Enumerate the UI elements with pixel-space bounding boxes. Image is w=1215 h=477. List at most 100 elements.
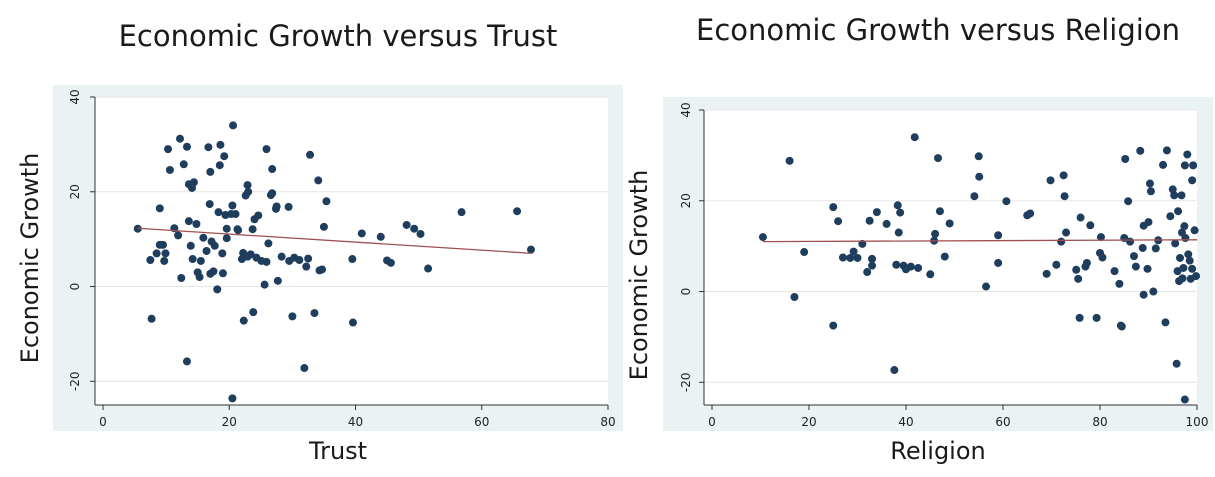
trust-data-point xyxy=(457,208,466,217)
trust-data-point xyxy=(410,224,419,233)
religion-data-point xyxy=(800,248,809,257)
religion-data-point xyxy=(970,192,979,201)
trust-data-point xyxy=(244,187,253,196)
religion-data-point xyxy=(1143,264,1152,273)
religion-data-point xyxy=(994,231,1003,240)
trust-data-point xyxy=(177,274,186,283)
trust-data-point xyxy=(218,249,227,258)
trust-data-point xyxy=(318,265,327,274)
religion-x-tick-label: 100 xyxy=(1186,415,1209,429)
religion-data-point xyxy=(1060,192,1069,201)
trust-data-point xyxy=(176,134,185,143)
religion-data-point xyxy=(829,203,838,212)
religion-data-point xyxy=(892,260,901,269)
religion-data-point xyxy=(1086,221,1095,230)
trust-data-point xyxy=(272,202,281,211)
trust-y-tick-label: 20 xyxy=(68,184,82,199)
religion-data-point xyxy=(945,219,954,228)
religion-data-point xyxy=(1126,237,1135,246)
religion-data-point xyxy=(926,270,935,279)
trust-x-tick-label: 80 xyxy=(600,415,615,429)
religion-data-point xyxy=(1121,155,1130,164)
religion-data-point xyxy=(1188,264,1197,273)
trust-data-point xyxy=(306,150,315,159)
trust-data-point xyxy=(300,364,309,373)
trust-data-point xyxy=(215,161,224,170)
religion-data-point xyxy=(935,207,944,216)
religion-data-point xyxy=(1159,160,1168,169)
religion-data-point xyxy=(1151,244,1160,253)
trust-data-point xyxy=(188,255,197,264)
religion-data-point xyxy=(834,217,843,226)
trust-data-point xyxy=(213,285,222,294)
religion-data-point xyxy=(1190,226,1199,235)
trust-data-point xyxy=(254,211,263,220)
trust-data-point xyxy=(319,222,328,231)
trust-data-point xyxy=(209,267,218,276)
religion-data-point xyxy=(914,263,923,272)
trust-data-point xyxy=(195,273,204,282)
religion-data-point xyxy=(1076,213,1085,222)
religion-data-point xyxy=(858,239,867,248)
religion-data-point xyxy=(1117,322,1126,331)
religion-y-tick-label: 20 xyxy=(679,193,693,208)
trust-data-point xyxy=(216,140,225,149)
trust-data-point xyxy=(526,245,535,254)
trust-data-point xyxy=(228,201,237,210)
religion-data-point xyxy=(849,247,858,256)
religion-y-tick-label: -20 xyxy=(679,373,693,393)
trust-data-point xyxy=(205,200,214,209)
religion-data-point xyxy=(1110,267,1119,276)
religion-x-axis-label: Religion xyxy=(890,437,986,465)
religion-data-point xyxy=(838,253,847,262)
trust-data-point xyxy=(146,256,155,265)
religion-data-point xyxy=(1192,272,1201,281)
religion-data-point xyxy=(1072,265,1081,274)
trust-data-point xyxy=(155,204,164,213)
religion-data-point xyxy=(1181,233,1190,242)
trust-x-axis-label: Trust xyxy=(308,437,367,465)
religion-data-point xyxy=(868,254,877,263)
religion-data-point xyxy=(982,282,991,291)
religion-data-point xyxy=(940,252,949,261)
trust-data-point xyxy=(214,208,223,217)
trust-data-point xyxy=(192,219,201,228)
trust-data-point xyxy=(357,229,366,238)
religion-data-point xyxy=(1185,256,1194,265)
religion-data-point xyxy=(894,228,903,237)
chart-title-trust: Economic Growth versus Trust xyxy=(118,19,558,53)
religion-data-point xyxy=(906,262,915,271)
trust-data-point xyxy=(348,318,357,327)
religion-data-point xyxy=(910,133,919,142)
religion-data-point xyxy=(975,172,984,181)
trust-data-point xyxy=(386,258,395,267)
trust-data-point xyxy=(158,240,167,249)
religion-data-point xyxy=(890,366,899,375)
religion-data-point xyxy=(1178,274,1187,283)
trust-data-point xyxy=(314,176,323,185)
trust-data-point xyxy=(147,314,156,323)
trust-data-point xyxy=(179,160,188,169)
trust-data-point xyxy=(424,264,433,273)
trust-y-axis-label: Economic Growth xyxy=(16,153,44,364)
religion-data-point xyxy=(1131,262,1140,271)
trust-x-tick-label: 0 xyxy=(99,415,107,429)
religion-data-point xyxy=(1115,279,1124,288)
trust-data-point xyxy=(229,121,238,130)
trust-data-point xyxy=(164,145,173,154)
religion-data-point xyxy=(1098,253,1107,262)
trust-x-tick-label: 20 xyxy=(222,415,237,429)
trust-data-point xyxy=(268,165,277,174)
religion-plot-area xyxy=(704,110,1197,405)
trust-data-point xyxy=(182,142,191,151)
religion-data-point xyxy=(758,233,767,242)
trust-data-point xyxy=(322,197,331,206)
religion-data-point xyxy=(882,219,891,228)
religion-data-point xyxy=(1138,243,1147,252)
religion-data-point xyxy=(1176,253,1185,262)
trust-data-point xyxy=(264,239,273,248)
trust-data-point xyxy=(161,249,170,258)
trust-x-tick-label: 60 xyxy=(474,415,489,429)
religion-data-point xyxy=(1082,258,1091,267)
